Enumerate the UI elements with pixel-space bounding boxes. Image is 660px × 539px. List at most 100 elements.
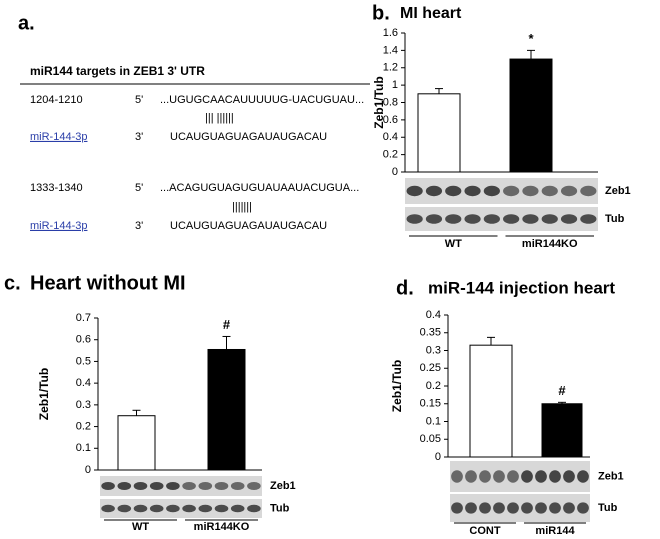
- blot-band: [230, 504, 245, 513]
- position: 1333-1340: [30, 182, 83, 194]
- y-tick-label: 1.6: [383, 27, 398, 39]
- y-tick-label: 0.8: [383, 96, 398, 108]
- blot-band: [198, 504, 213, 513]
- blot-band: [214, 482, 229, 490]
- annotation: #: [558, 383, 566, 398]
- y-tick-label: 0.4: [383, 131, 398, 143]
- blot-band: [464, 185, 481, 197]
- blot-band: [563, 502, 575, 514]
- y-tick-label: 0.15: [420, 398, 441, 410]
- blot-band: [465, 470, 477, 483]
- blot-band: [560, 214, 578, 224]
- blot-band: [479, 470, 491, 483]
- mirna-seq: UCAUGUAGUAGAUAUGACAU: [170, 220, 327, 232]
- blot-band: [425, 214, 443, 224]
- mirna-seq: UCAUGUAGUAGAUAUGACAU: [170, 131, 327, 143]
- panel-label: b.: [372, 2, 390, 24]
- five-prime: 5': [135, 94, 143, 106]
- x-tick-label: WT: [445, 238, 462, 250]
- bar: [207, 348, 246, 471]
- blot-band: [149, 482, 164, 490]
- blot-band: [580, 185, 597, 197]
- blot-band: [451, 470, 463, 483]
- blot-band: [101, 504, 115, 513]
- blot-band: [493, 502, 505, 514]
- y-tick-label: 0.6: [383, 114, 398, 126]
- y-tick-label: 0.1: [426, 415, 441, 427]
- y-axis-label: Zeb1/Tub: [372, 76, 386, 128]
- blot-band: [483, 185, 500, 197]
- blot-band: [507, 502, 519, 514]
- y-tick-label: 0.05: [420, 433, 441, 445]
- blot-strip: [100, 499, 262, 518]
- blot-band: [406, 185, 423, 197]
- target-seq: ...UGUGCAACAUUUUUG-UACUGUAU...: [160, 94, 364, 106]
- bar-chart: b. MI heart Zeb1/Tub 0 0.2 0.4 0.6 0.8 1 1.2 1.4 1.…: [372, 2, 631, 250]
- annotation: #: [223, 317, 231, 332]
- blot-strip: [100, 476, 262, 496]
- blot-band: [549, 470, 561, 483]
- bar-chart: c. Heart without MI Zeb1/Tub 0 0.1 0.2 0.3 0.4 0…: [4, 272, 296, 533]
- y-tick-label: 0: [435, 451, 441, 463]
- blot-band: [406, 214, 423, 224]
- blot-band: [549, 502, 561, 514]
- blot-label: Tub: [270, 502, 290, 514]
- blot-band: [198, 482, 213, 490]
- blot-band: [522, 185, 539, 197]
- chart-title: miR-144 injection heart: [428, 278, 615, 297]
- pairing: |||||||: [232, 201, 252, 213]
- blot-label: Tub: [598, 502, 618, 514]
- blot-band: [425, 185, 443, 197]
- blot-band: [541, 185, 558, 197]
- blot-label: Zeb1: [270, 480, 296, 492]
- blot-label: Tub: [605, 213, 625, 225]
- blot-band: [577, 470, 589, 483]
- blot-band: [522, 214, 539, 224]
- bar: [541, 403, 583, 458]
- x-tick-label: CONT: [469, 525, 500, 537]
- chart-title: MI heart: [400, 5, 462, 22]
- blot-band: [521, 470, 533, 483]
- blot-label: Zeb1: [605, 185, 631, 197]
- x-tick-label: miR144: [535, 525, 575, 537]
- blot-band: [479, 502, 491, 514]
- blot-band: [563, 470, 575, 483]
- y-axis-label: Zeb1/Tub: [37, 368, 51, 420]
- panel-a: a. miR144 targets in ZEB1 3' UTR 1204-12…: [18, 12, 370, 232]
- blot-band: [117, 482, 132, 490]
- blot-band: [149, 504, 164, 513]
- blot-band: [560, 185, 578, 197]
- blot-band: [535, 470, 547, 483]
- annotation: *: [528, 31, 534, 46]
- bar: [469, 344, 513, 458]
- mirna-link[interactable]: miR-144-3p: [30, 220, 87, 232]
- x-tick-label: WT: [132, 521, 149, 533]
- bar: [417, 93, 461, 173]
- mirna-link[interactable]: miR-144-3p: [30, 131, 87, 143]
- blot-band: [580, 214, 597, 224]
- blot-band: [133, 482, 148, 490]
- chart-title: Heart without MI: [30, 272, 186, 294]
- blot-label: Zeb1: [598, 470, 624, 482]
- y-tick-label: 0: [85, 464, 91, 476]
- blot-band: [521, 502, 533, 514]
- y-tick-label: 0.3: [76, 399, 91, 411]
- y-tick-label: 0.1: [76, 442, 91, 454]
- panel-label: a.: [18, 12, 35, 34]
- blot-band: [117, 504, 132, 513]
- blot-band: [101, 482, 115, 490]
- y-tick-label: 0.25: [420, 362, 441, 374]
- blot-band: [445, 185, 462, 197]
- pairing: ||| ||||||: [205, 112, 234, 124]
- blot-band: [247, 504, 261, 513]
- target-seq: ...ACAGUGUAGUGUAUAAUACUGUA...: [160, 182, 359, 194]
- y-tick-label: 0.4: [76, 377, 91, 389]
- blot-band: [541, 214, 558, 224]
- panel-label: c.: [4, 272, 21, 294]
- y-tick-label: 0: [392, 166, 398, 178]
- blot-band: [483, 214, 500, 224]
- x-tick-label: miR144KO: [522, 238, 578, 250]
- y-tick-label: 0.35: [420, 327, 441, 339]
- blot-band: [451, 502, 463, 514]
